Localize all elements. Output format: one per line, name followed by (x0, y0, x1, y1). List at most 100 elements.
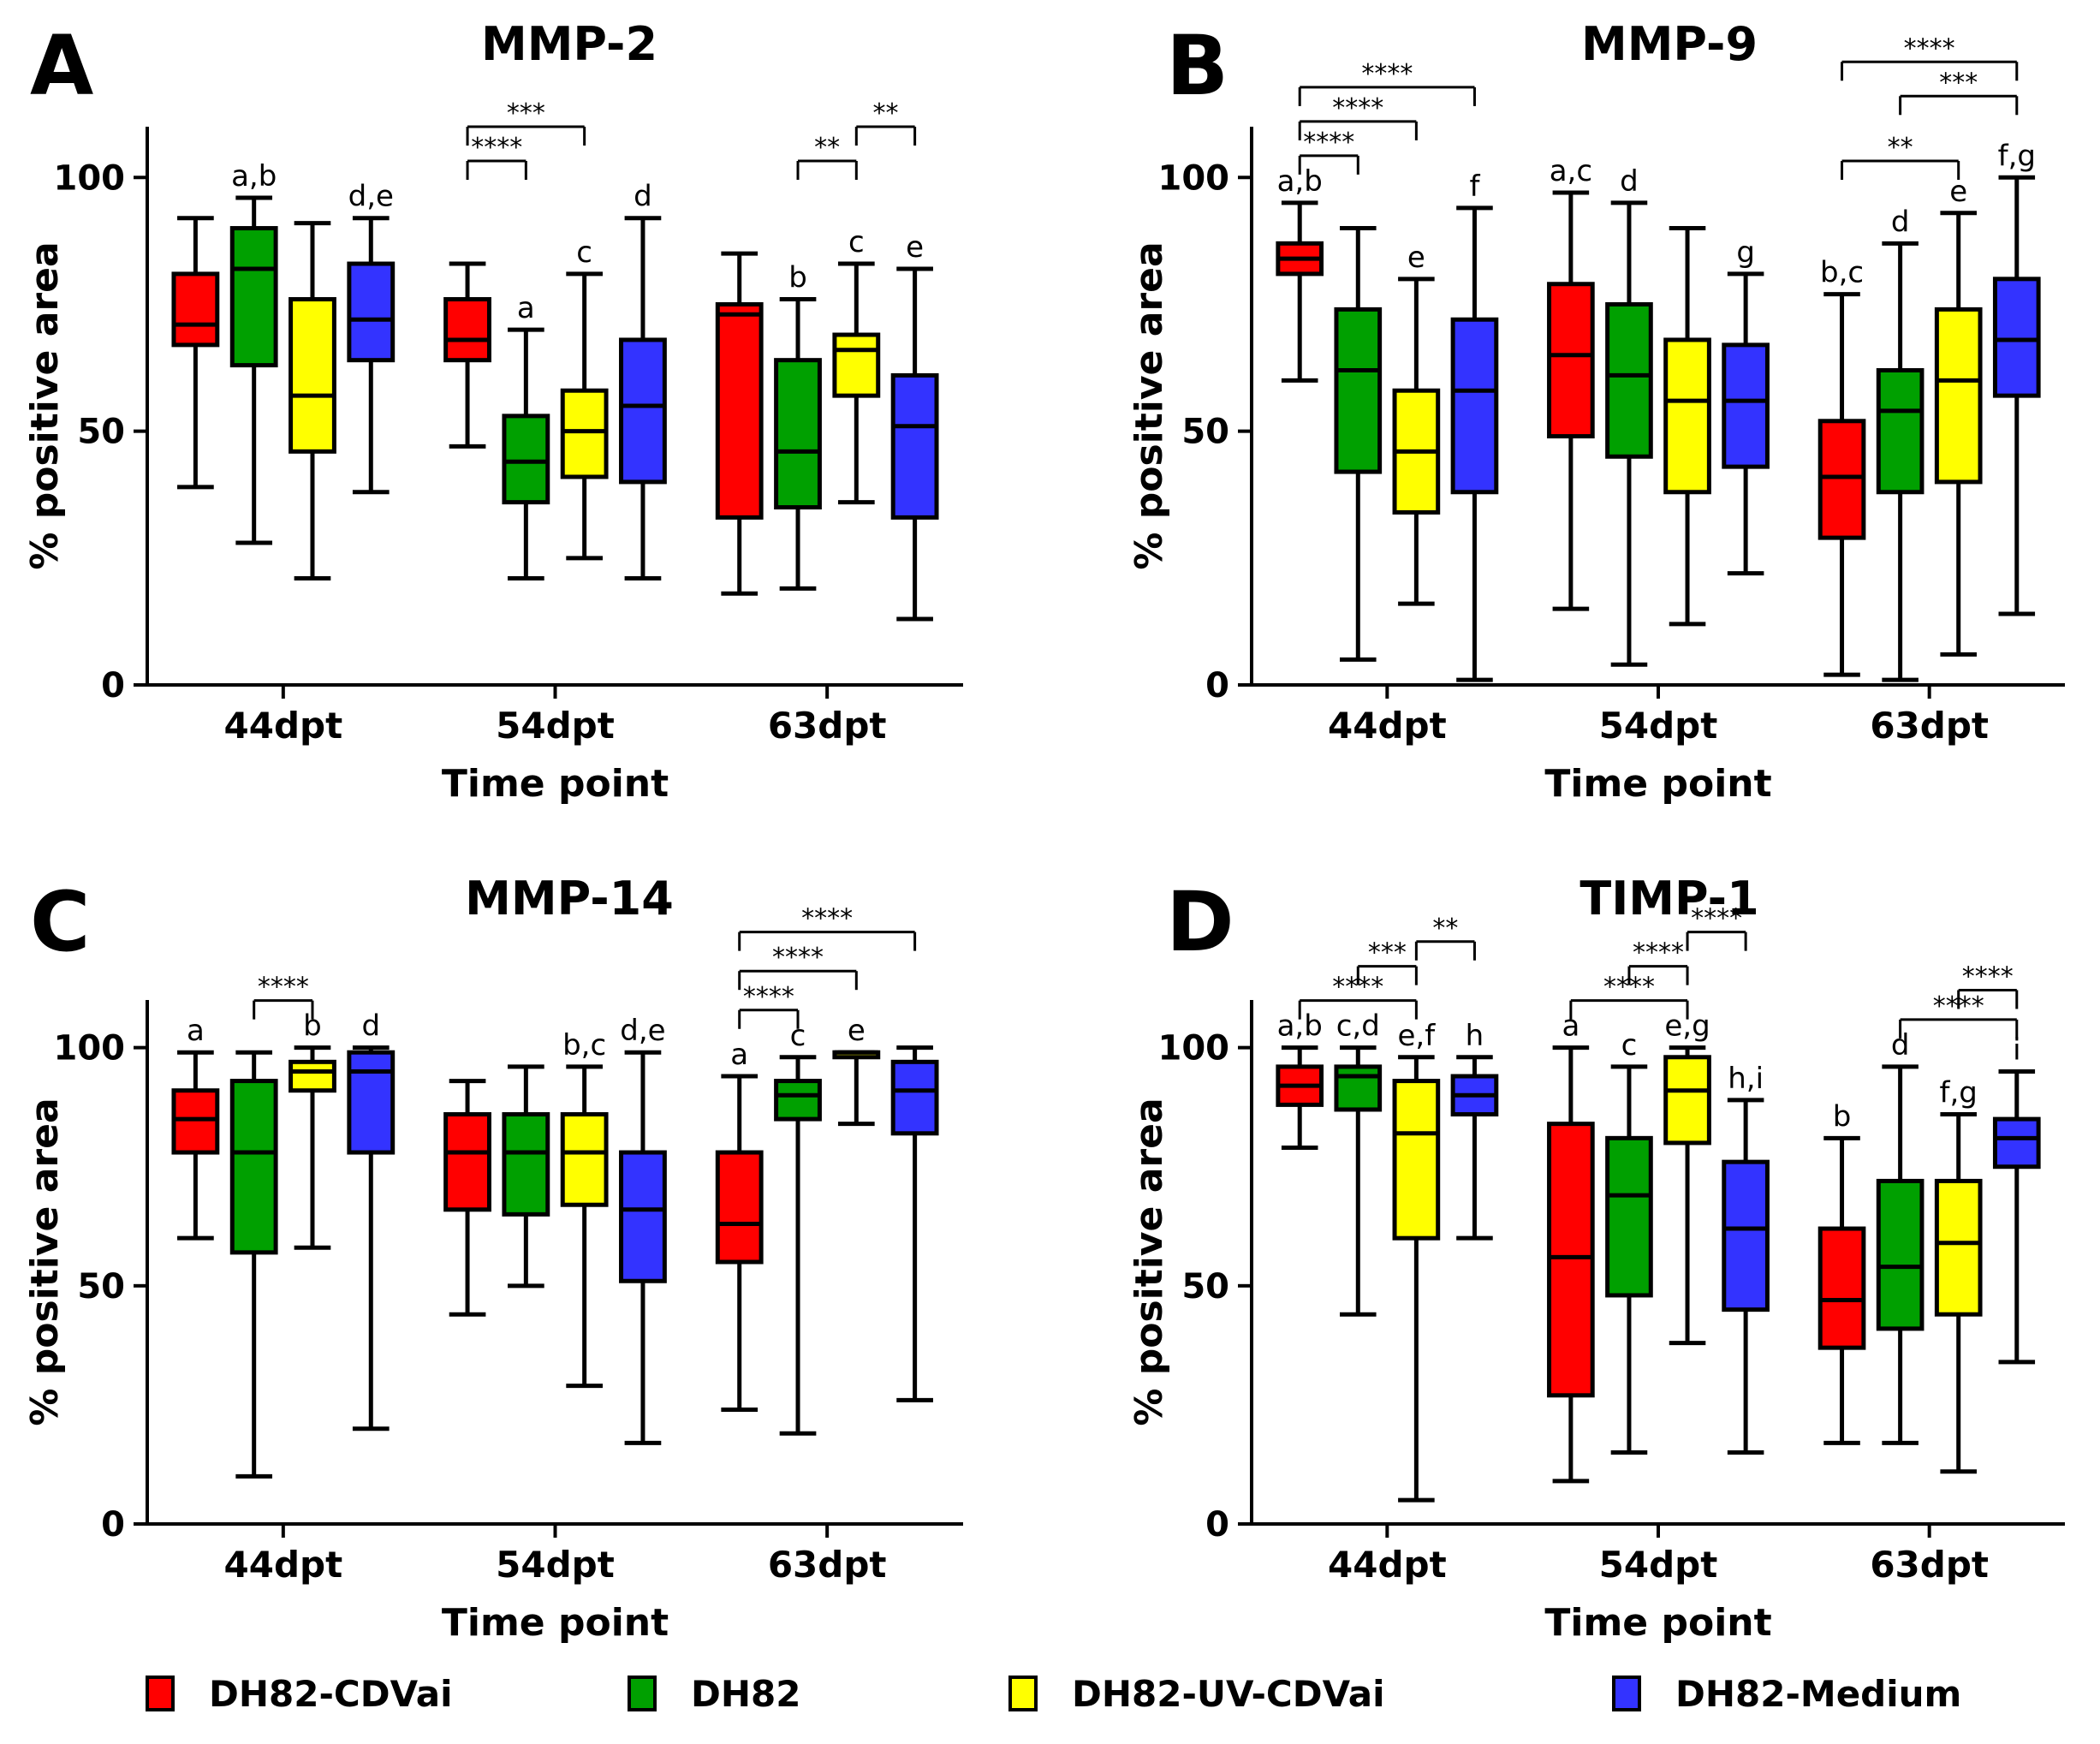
box-dh82-cdvai-44dpt (171, 216, 220, 490)
x-tick-label: 63dpt (1870, 705, 1989, 747)
significance-stars: ** (872, 98, 898, 128)
x-tick-label: 44dpt (1328, 1544, 1447, 1586)
significance-stars: **** (801, 904, 853, 934)
y-axis-label: % positive area (23, 241, 67, 569)
group-letter-label: a,b (231, 159, 277, 193)
box-body (774, 358, 822, 510)
box-dh82-cdvai-54dpt: a,c (1547, 154, 1595, 611)
box-body (890, 372, 939, 520)
group-letter-label: f,g (1940, 1076, 1978, 1110)
box-dh82-medium-44dpt: h (1450, 1019, 1499, 1241)
box-body (1392, 1079, 1441, 1241)
group-letter-label: d,e (620, 1014, 665, 1048)
box-dh82-cdvai-44dpt: a (171, 1014, 220, 1241)
box-body (715, 301, 764, 520)
x-tick-label: 54dpt (496, 705, 615, 747)
panel-C: C MMP-14 0 50 100 % positive area 44dpt 54dpt 63… (23, 872, 963, 1645)
box-body (1817, 419, 1866, 540)
box-dh82-cdvai-63dpt: b (1817, 1099, 1866, 1445)
group-letter-label: b (303, 1009, 322, 1044)
box-dh82-44dpt (229, 1050, 278, 1479)
y-tick-label: 0 (101, 1505, 125, 1545)
legend-label: DH82 (691, 1673, 800, 1715)
significance-bracket: **** (1298, 128, 1359, 175)
box-dh82-uv-cdvai-63dpt: c (832, 225, 881, 505)
significance-bracket: **** (1957, 961, 2019, 1009)
x-axis-label: Time point (1544, 762, 1771, 806)
significance-bracket: **** (1686, 904, 1747, 951)
box-dh82-uv-cdvai-44dpt (289, 221, 336, 581)
significance-bracket: **** (738, 904, 917, 951)
box-dh82-54dpt: a (502, 291, 550, 581)
panel-letter: D (1166, 874, 1234, 970)
x-axis-label: Time point (442, 1601, 669, 1645)
box-dh82-medium-54dpt: h,i (1722, 1062, 1770, 1455)
box-body (171, 1088, 220, 1155)
significance-bracket: ** (854, 98, 917, 146)
x-tick-label: 54dpt (1599, 1544, 1718, 1586)
panel-title: MMP-14 (465, 872, 674, 926)
significance-stars: ** (1432, 914, 1458, 943)
box-body (619, 337, 667, 485)
box-dh82-54dpt: d (1605, 164, 1653, 667)
box-dh82-63dpt: b (774, 261, 822, 591)
group-letter-label: c (790, 1019, 806, 1053)
legend-swatch (146, 1676, 175, 1711)
significance-bracket: **** (1298, 59, 1476, 106)
x-tick-label: 63dpt (768, 705, 887, 747)
group-letter-label: b (1833, 1099, 1852, 1134)
box-dh82-cdvai-63dpt: a (715, 1038, 764, 1412)
legend-label: DH82-UV-CDVai (1072, 1673, 1385, 1715)
significance-bracket: ** (1841, 133, 1960, 180)
legend-label: DH82-CDVai (209, 1673, 453, 1715)
x-tick-label: 54dpt (1599, 705, 1718, 747)
significance-stars: *** (1939, 68, 1978, 98)
box-body (171, 271, 220, 348)
significance-stars: **** (772, 943, 824, 973)
significance-stars: *** (1368, 938, 1407, 968)
box-body (1992, 1116, 2041, 1170)
significance-bracket: **** (738, 982, 800, 1029)
group-letter-label: a (517, 291, 535, 325)
panel-B: B MMP-9 0 50 100 % positive area 44dpt 54dpt 63d… (1127, 17, 2065, 806)
box-body (1876, 368, 1925, 495)
group-letter-label: d,e (348, 180, 394, 214)
x-axis-label: Time point (1544, 1601, 1771, 1645)
panel-title: MMP-9 (1581, 17, 1758, 71)
box-dh82-medium-63dpt: i (1992, 1033, 2041, 1365)
box-dh82-uv-cdvai-54dpt (1663, 226, 1711, 627)
group-letter-label: e (1949, 175, 1967, 209)
x-axis-label: Time point (442, 762, 669, 806)
y-tick-label: 50 (1181, 413, 1229, 452)
box-dh82-44dpt: a,b (229, 159, 278, 545)
box-body (560, 388, 609, 479)
y-tick-label: 100 (54, 1029, 126, 1068)
legend: DH82-CDVai DH82 DH82-UV-CDVai DH82-Medium (146, 1673, 1961, 1715)
group-letter-label: f (1469, 170, 1480, 204)
box-dh82-medium-63dpt: e (890, 230, 939, 622)
box-body (347, 261, 396, 363)
box-body (289, 1059, 336, 1093)
box-dh82-uv-cdvai-44dpt: e (1392, 241, 1441, 606)
box-body (890, 1059, 939, 1136)
legend-item: DH82-CDVai (146, 1673, 453, 1715)
y-tick-label: 100 (1158, 1029, 1230, 1068)
box-body (229, 1079, 278, 1255)
significance-stars: *** (507, 98, 545, 128)
box-dh82-cdvai-63dpt (715, 251, 764, 596)
box-dh82-cdvai-54dpt (443, 1079, 491, 1317)
box-dh82-uv-cdvai-54dpt: e,g (1663, 1009, 1711, 1346)
panel-letter: C (30, 874, 90, 970)
x-tick-label: 63dpt (768, 1544, 887, 1586)
significance-stars: **** (471, 133, 522, 163)
box-body (1992, 277, 2041, 398)
box-body (1334, 1064, 1383, 1112)
box-body (502, 1112, 550, 1217)
legend-swatch (1612, 1676, 1641, 1711)
box-body (443, 297, 491, 363)
x-tick-label: 63dpt (1870, 1544, 1989, 1586)
box-body (1722, 1159, 1770, 1312)
y-tick-label: 50 (77, 413, 125, 452)
legend-item: DH82-UV-CDVai (1008, 1673, 1385, 1715)
